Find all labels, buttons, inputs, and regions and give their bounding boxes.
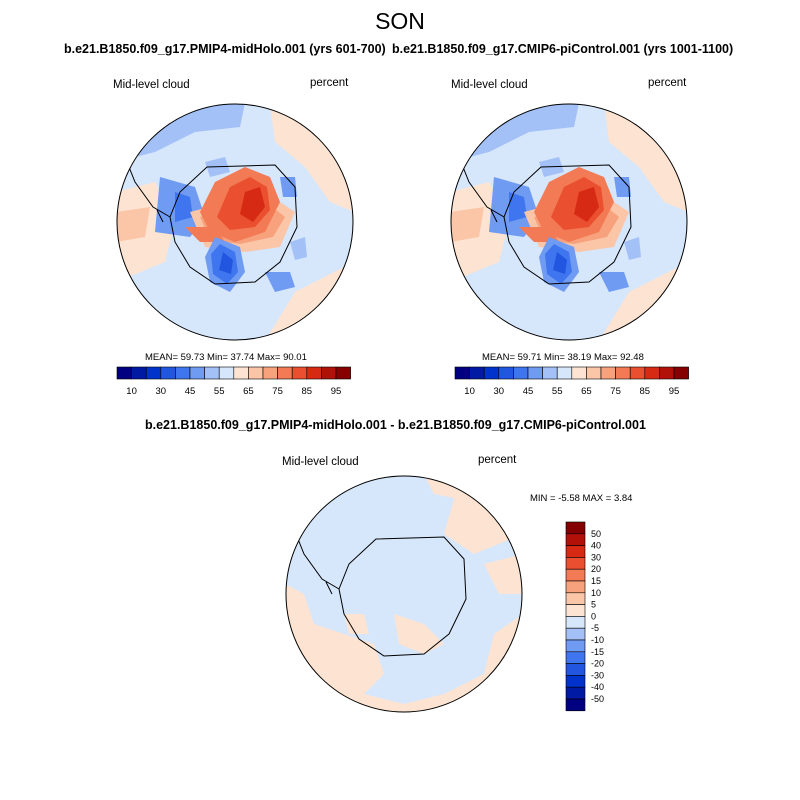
diff-colorbar-box <box>565 545 586 558</box>
left-units-label: percent <box>310 77 349 89</box>
diff-colorbar-box <box>565 675 586 688</box>
diff-colorbar-label: -20 <box>591 659 604 669</box>
diff-colorbar-box <box>565 557 586 570</box>
left-stats: MEAN= 59.73 Min= 37.74 Max= 90.01 <box>145 352 307 363</box>
diff-colorbar-box <box>565 663 586 676</box>
right-colorbar-box <box>629 366 646 380</box>
diff-colorbar-box <box>565 533 586 546</box>
left-colorbar-label: 85 <box>302 386 313 397</box>
left-colorbar-box <box>277 366 293 380</box>
left-panel-title: b.e21.B1850.f09_g17.PMIP4-midHolo.001 (y… <box>64 42 386 56</box>
left-colorbar-box <box>116 366 132 380</box>
right-stats: MEAN= 59.71 Min= 38.19 Max= 92.48 <box>482 352 644 363</box>
diff-colorbar-label: 0 <box>591 611 596 621</box>
right-variable-label: Mid-level cloud <box>451 79 528 91</box>
right-colorbar-box <box>542 366 558 380</box>
diff-colorbar-box <box>565 521 586 535</box>
left-colorbar-box <box>233 366 249 380</box>
diff-colorbar-label: 50 <box>591 529 601 539</box>
diff-colorbar-box <box>565 580 586 594</box>
left-variable-label: Mid-level cloud <box>113 79 190 91</box>
diff-colorbar-box <box>565 686 586 700</box>
diff-polar-map <box>285 475 523 713</box>
right-colorbar-box <box>469 366 485 380</box>
left-colorbar-box <box>306 366 322 380</box>
left-colorbar-label: 65 <box>243 386 254 397</box>
left-colorbar-label: 55 <box>214 386 225 397</box>
diff-colorbar-label: -10 <box>591 635 604 645</box>
right-colorbar-label: 45 <box>523 386 534 397</box>
diff-colorbar-box <box>565 568 586 582</box>
left-colorbar-box <box>248 366 264 380</box>
left-colorbar-box <box>145 366 162 380</box>
diff-colorbar-label: -30 <box>591 670 604 680</box>
left-colorbar-box <box>160 366 176 380</box>
right-colorbar-box <box>483 366 500 380</box>
right-colorbar-box <box>644 366 660 380</box>
right-colorbar-box <box>527 366 543 380</box>
diff-variable-label: Mid-level cloud <box>282 456 359 468</box>
left-polar-map <box>116 103 354 341</box>
right-colorbar-box <box>659 366 675 380</box>
diff-colorbar-box <box>565 592 586 605</box>
right-colorbar-label: 95 <box>669 386 680 397</box>
right-panel-title: b.e21.B1850.f09_g17.CMIP6-piControl.001 … <box>392 42 734 56</box>
right-colorbar-box <box>513 366 529 380</box>
diff-colorbar-box <box>565 698 586 712</box>
right-colorbar-box <box>571 366 587 380</box>
diff-colorbar-box <box>565 651 586 664</box>
right-colorbar-box <box>673 366 689 380</box>
left-colorbar-label: 95 <box>331 386 342 397</box>
left-colorbar-box <box>321 366 337 380</box>
right-colorbar-box <box>454 366 470 380</box>
left-colorbar-box <box>204 366 220 380</box>
left-colorbar: 10 30 45 55 65 75 85 95 <box>116 366 351 397</box>
right-colorbar: 10 30 45 55 65 75 85 95 <box>454 366 689 397</box>
left-colorbar-box <box>262 366 278 380</box>
diff-colorbar-box <box>565 616 586 629</box>
right-units-label: percent <box>648 77 687 89</box>
diff-colorbar-box <box>565 627 586 641</box>
right-colorbar-box <box>498 366 514 380</box>
diff-colorbar-box <box>565 639 586 653</box>
left-colorbar-box <box>218 366 235 380</box>
left-colorbar-box <box>291 366 308 380</box>
left-colorbar-label: 30 <box>156 386 167 397</box>
diff-units-label: percent <box>478 454 517 466</box>
diff-colorbar-label: 10 <box>591 588 601 598</box>
diff-stats: MIN = -5.58 MAX = 3.84 <box>530 493 633 504</box>
diff-colorbar-label: 5 <box>591 600 596 610</box>
diff-colorbar-label: -5 <box>591 623 599 633</box>
left-colorbar-box <box>335 366 351 380</box>
diff-colorbar-label: -50 <box>591 694 604 704</box>
right-colorbar-label: 85 <box>640 386 651 397</box>
right-colorbar-box <box>600 366 616 380</box>
diff-colorbar-label: 20 <box>591 564 601 574</box>
right-colorbar-label: 75 <box>610 386 621 397</box>
right-colorbar-label: 55 <box>552 386 563 397</box>
left-colorbar-label: 10 <box>126 386 137 397</box>
right-colorbar-label: 30 <box>494 386 505 397</box>
right-colorbar-label: 10 <box>464 386 475 397</box>
right-colorbar-box <box>586 366 602 380</box>
diff-colorbar-box <box>565 604 586 617</box>
right-polar-map <box>450 103 688 341</box>
left-colorbar-label: 75 <box>272 386 283 397</box>
diff-colorbar-label: 15 <box>591 576 601 586</box>
diff-colorbar-label: 40 <box>591 541 601 551</box>
right-colorbar-box <box>556 366 573 380</box>
diff-panel-title: b.e21.B1850.f09_g17.PMIP4-midHolo.001 - … <box>145 418 646 432</box>
left-colorbar-label: 45 <box>185 386 196 397</box>
left-colorbar-box <box>131 366 147 380</box>
left-colorbar-box <box>175 366 191 380</box>
diff-colorbar-label: -40 <box>591 682 604 692</box>
right-colorbar-label: 65 <box>581 386 592 397</box>
diff-colorbar-label: -15 <box>591 647 604 657</box>
right-colorbar-box <box>615 366 631 380</box>
left-colorbar-box <box>189 366 205 380</box>
diff-colorbar-label: 30 <box>591 552 601 562</box>
figure-title: SON <box>375 8 425 34</box>
